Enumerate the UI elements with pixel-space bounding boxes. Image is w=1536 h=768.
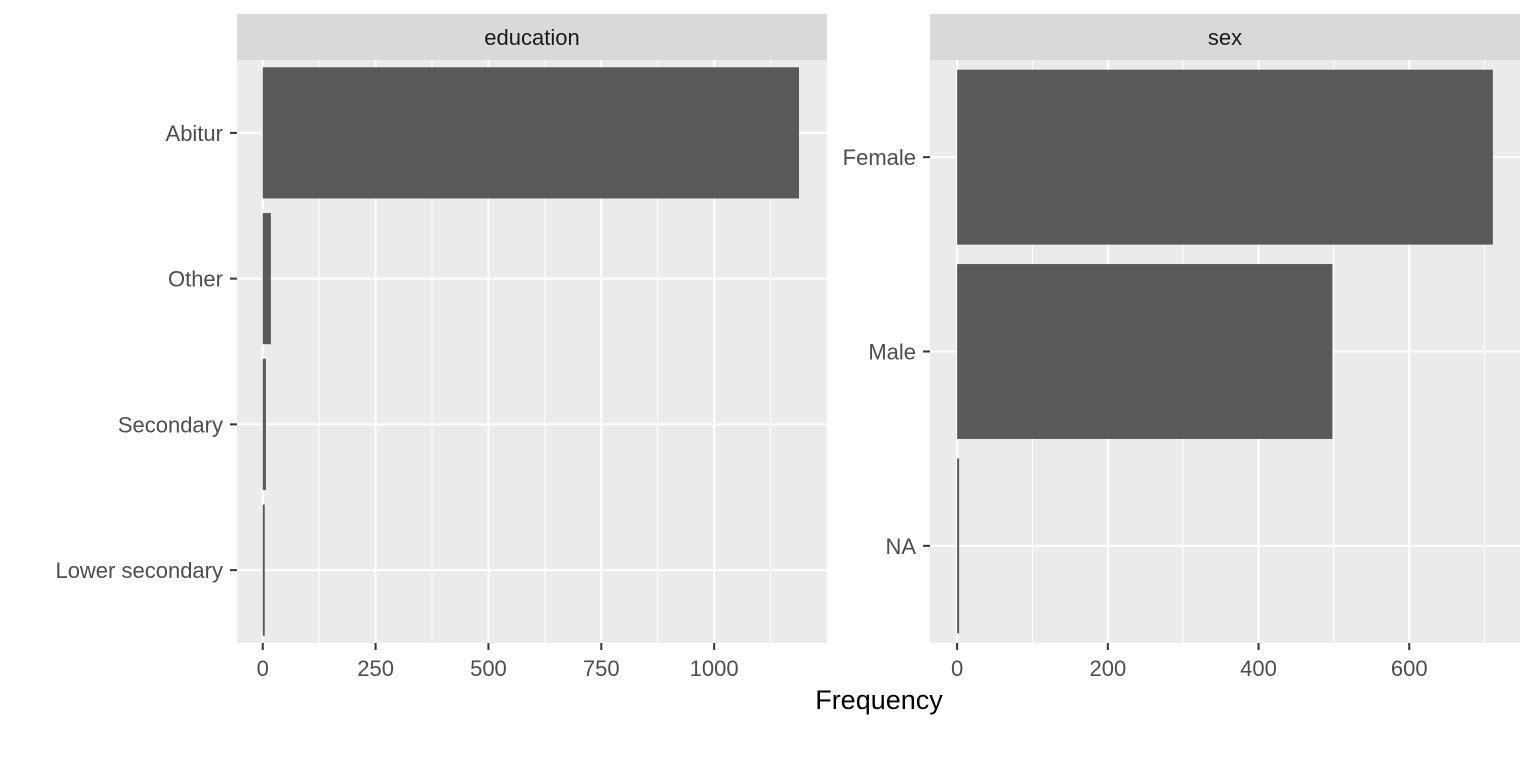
x-tick-label: 200 [1089,656,1126,681]
bar-female [957,69,1493,245]
bar-lower-secondary [262,504,265,636]
facet-strip-label: sex [1208,25,1242,50]
y-tick-label: Female [843,145,916,170]
y-tick-label: Abitur [166,121,223,146]
x-tick-label: 600 [1391,656,1428,681]
bar-na [957,458,960,634]
facet-strip [237,14,827,60]
y-tick-label: Male [868,340,916,365]
y-tick-label: Lower secondary [55,558,223,583]
bar-abitur [262,67,800,199]
bar-male [957,264,1333,439]
facet-strip-label: education [484,25,579,50]
x-tick-label: 0 [257,656,269,681]
facet-panel-education: education Abitur Other Secondary Lower secon… [55,14,827,681]
x-tick-label: 400 [1240,656,1277,681]
x-tick-label: 1000 [690,656,739,681]
x-axis-title: Frequency [815,685,943,715]
facet-strip [930,14,1520,60]
y-tick-label: Secondary [118,412,223,437]
x-tick-label: 0 [951,656,963,681]
bar-other [262,213,271,345]
facet-panel-sex: sex Female Male NA 0 200 400 600 [843,14,1520,681]
bar-secondary [262,358,266,490]
x-tick-label: 750 [583,656,620,681]
y-tick-label: NA [885,534,916,559]
y-tick-label: Other [168,267,223,292]
x-tick-label: 500 [470,656,507,681]
x-tick-label: 250 [357,656,394,681]
